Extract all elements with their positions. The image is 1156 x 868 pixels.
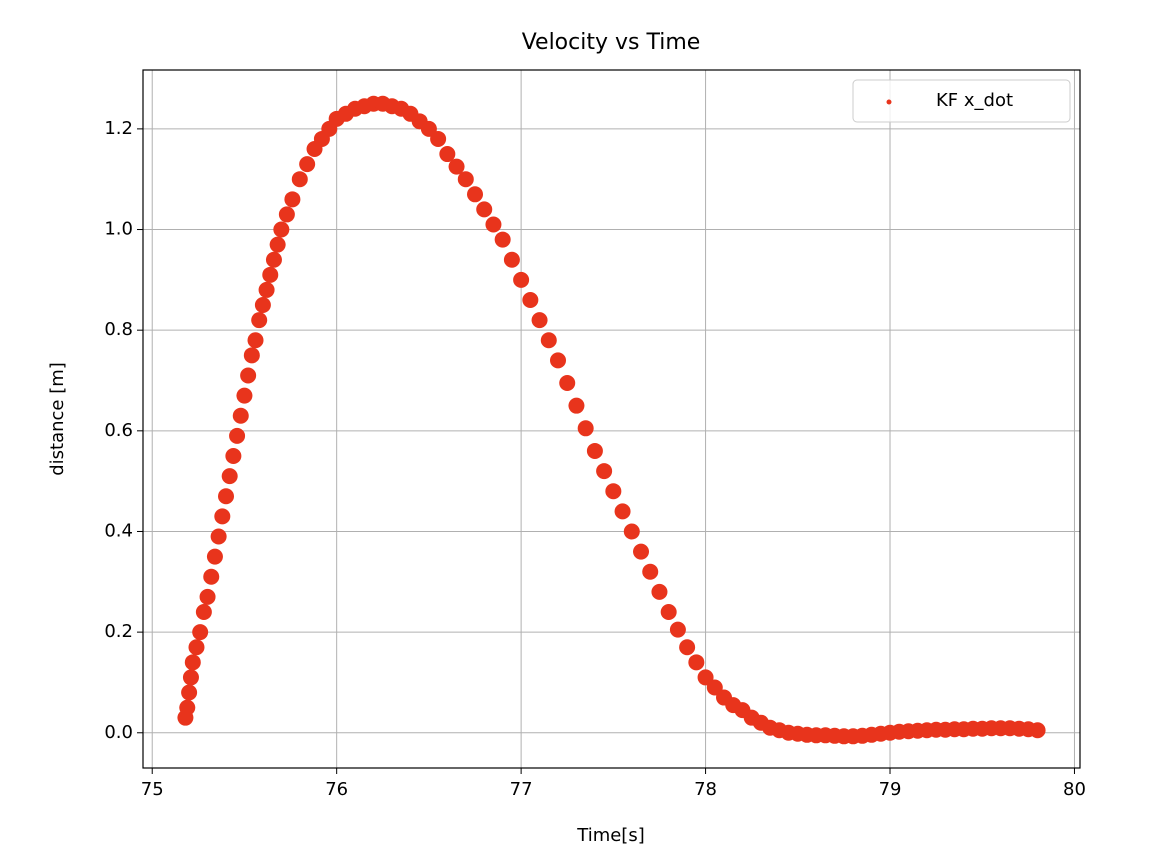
scatter-point: [633, 543, 650, 560]
x-tick-label: 79: [879, 779, 902, 800]
scatter-point: [236, 387, 253, 404]
scatter-point: [218, 488, 235, 505]
scatter-point: [420, 120, 437, 137]
scatter-point: [679, 639, 696, 656]
scatter-point: [614, 503, 631, 520]
scatter-point: [184, 654, 201, 671]
x-tick-label: 80: [1063, 779, 1086, 800]
scatter-point: [605, 483, 622, 500]
scatter-point: [262, 266, 279, 283]
scatter-point: [210, 528, 227, 545]
x-tick-label: 77: [510, 779, 533, 800]
scatter-point: [247, 332, 264, 349]
scatter-point: [229, 427, 246, 444]
scatter-point: [214, 508, 231, 525]
scatter-point: [1029, 722, 1046, 739]
scatter-point: [660, 603, 677, 620]
scatter-point: [586, 442, 603, 459]
scatter-point: [265, 251, 282, 268]
scatter-point: [623, 523, 640, 540]
scatter-point: [651, 583, 668, 600]
legend-box: [852, 79, 1071, 123]
scatter-point: [439, 146, 456, 163]
scatter-point: [577, 420, 594, 437]
scatter-point: [503, 251, 520, 268]
scatter-point: [273, 221, 290, 238]
scatter-point: [243, 347, 260, 364]
scatter-point: [291, 171, 308, 188]
scatter-point: [299, 156, 316, 173]
scatter-point: [284, 191, 301, 208]
scatter-point: [251, 312, 268, 329]
scatter-point: [540, 332, 557, 349]
scatter-point: [706, 679, 723, 696]
scatter-point: [181, 684, 198, 701]
scatter-point: [258, 281, 275, 298]
scatter-point: [269, 236, 286, 253]
scatter-point: [221, 468, 238, 485]
x-tick-label: 76: [325, 779, 348, 800]
scatter-point: [179, 699, 196, 716]
y-tick-label: 0.0: [104, 722, 133, 743]
scatter-point: [225, 447, 242, 464]
scatter-point: [550, 352, 567, 369]
scatter-point: [232, 407, 249, 424]
scatter-point: [278, 206, 295, 223]
scatter-point: [199, 588, 216, 605]
scatter-point: [240, 367, 257, 384]
scatter-point: [182, 669, 199, 686]
scatter-point: [206, 548, 223, 565]
scatter-point: [457, 171, 474, 188]
scatter-point: [596, 463, 613, 480]
y-tick-label: 0.8: [104, 319, 133, 340]
scatter-point: [485, 216, 502, 233]
scatter-point: [203, 568, 220, 585]
scatter-point: [192, 624, 209, 641]
x-tick-label: 75: [141, 779, 164, 800]
y-tick-label: 1.0: [104, 219, 133, 240]
scatter-point: [697, 669, 714, 686]
x-axis-label: Time[s]: [576, 825, 644, 846]
scatter-point: [642, 563, 659, 580]
scatter-point: [688, 654, 705, 671]
y-tick-label: 1.2: [104, 118, 133, 139]
scatter-point: [188, 639, 205, 656]
y-axis-label: distance [m]: [47, 362, 68, 476]
axes-frame: [142, 69, 1081, 769]
scatter-point: [513, 271, 530, 288]
scatter-point: [430, 130, 447, 147]
scatter-point: [254, 297, 271, 314]
legend-marker: [886, 99, 892, 105]
y-tick-label: 0.6: [104, 420, 133, 441]
scatter-point: [522, 291, 539, 308]
chart-title: Velocity vs Time: [522, 30, 701, 55]
legend-label: KF x_dot: [936, 90, 1013, 111]
scatter-point: [494, 231, 511, 248]
scatter-point: [669, 621, 686, 638]
x-tick-label: 78: [694, 779, 717, 800]
y-tick-label: 0.4: [104, 520, 133, 541]
scatter-point: [531, 312, 548, 329]
scatter-point: [559, 375, 576, 392]
scatter-point: [448, 158, 465, 175]
scatter-point: [568, 397, 585, 414]
y-tick-label: 0.2: [104, 621, 133, 642]
scatter-point: [195, 603, 212, 620]
scatter-point: [467, 186, 484, 203]
scatter-point: [476, 201, 493, 218]
